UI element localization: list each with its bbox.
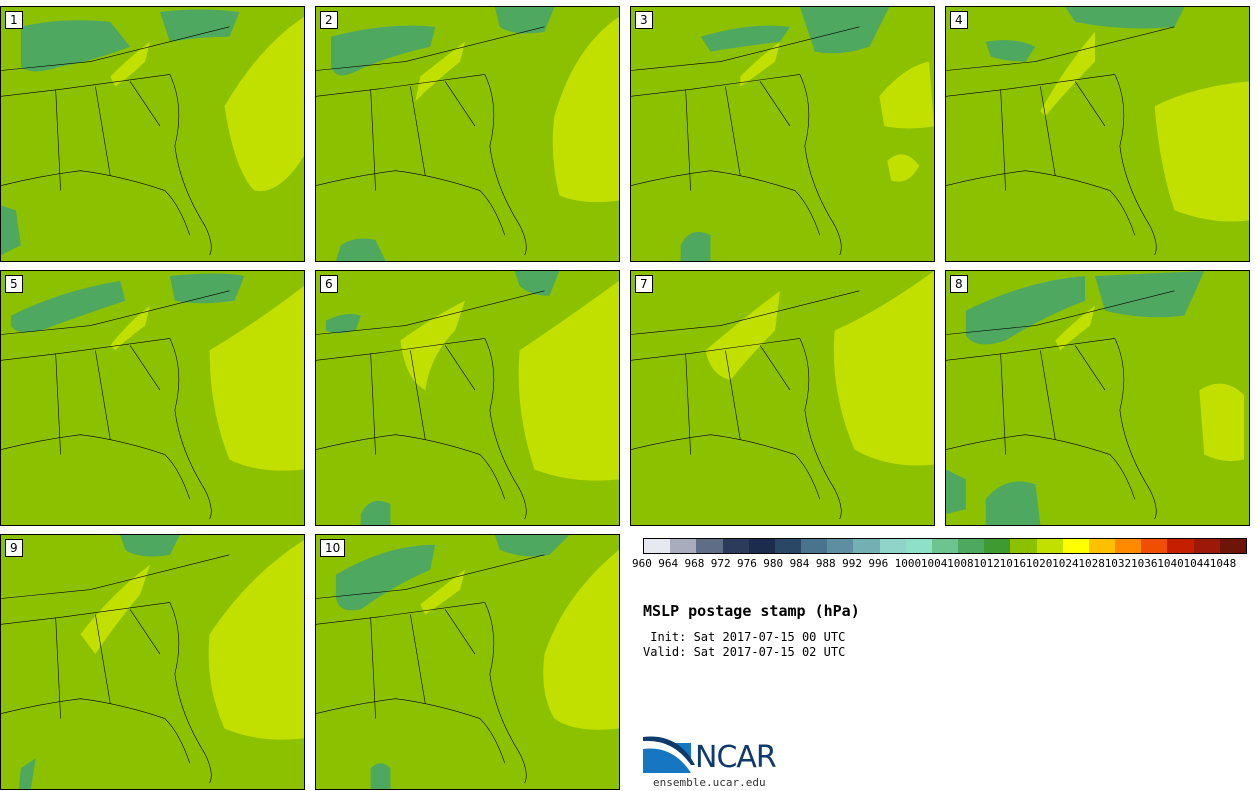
member-panel-4: 4 bbox=[945, 6, 1250, 262]
colorbar-tick-label: 972 bbox=[710, 557, 731, 570]
member-label: 5 bbox=[5, 275, 23, 293]
colorbar-tick-label: 976 bbox=[737, 557, 757, 570]
colorbar bbox=[643, 538, 1247, 554]
member-label: 7 bbox=[635, 275, 653, 293]
member-map bbox=[946, 271, 1245, 525]
member-label: 6 bbox=[320, 275, 338, 293]
colorbar-swatch bbox=[748, 539, 775, 553]
colorbar-swatch bbox=[1036, 539, 1063, 553]
colorbar-tick-label: 1048 bbox=[1209, 557, 1237, 570]
colorbar-tick-label: 964 bbox=[658, 557, 679, 570]
colorbar-swatch bbox=[1010, 539, 1037, 553]
member-map bbox=[631, 271, 934, 520]
member-label: 9 bbox=[5, 539, 23, 557]
member-label: 2 bbox=[320, 11, 338, 29]
colorbar-swatch bbox=[644, 539, 671, 553]
colorbar-tick-label: 1028 bbox=[1078, 557, 1105, 570]
member-panel-8: 8 bbox=[945, 270, 1250, 526]
member-panel-10: 10 bbox=[315, 534, 620, 790]
colorbar-swatch bbox=[1167, 539, 1194, 553]
colorbar-tick-label: 1036 bbox=[1130, 557, 1158, 570]
member-panel-5: 5 bbox=[0, 270, 305, 526]
colorbar-swatch bbox=[1219, 539, 1246, 553]
colorbar-swatch bbox=[774, 539, 802, 553]
colorbar-tick-label: 1016 bbox=[999, 557, 1027, 570]
member-label: 3 bbox=[635, 11, 653, 29]
colorbar-tick-label: 1040 bbox=[1157, 557, 1184, 570]
colorbar-tick-label: 1032 bbox=[1104, 557, 1132, 570]
colorbar-swatch bbox=[853, 539, 880, 553]
member-map bbox=[631, 7, 934, 261]
colorbar-swatch bbox=[670, 539, 697, 553]
colorbar-swatch bbox=[696, 539, 723, 553]
colorbar-tick-label: 984 bbox=[789, 557, 810, 570]
colorbar-swatch bbox=[801, 539, 828, 553]
ensemble-url: ensemble.ucar.edu bbox=[653, 776, 766, 789]
colorbar-swatch bbox=[931, 539, 959, 553]
member-panel-6: 6 bbox=[315, 270, 620, 526]
colorbar-swatch bbox=[827, 539, 854, 553]
colorbar-swatch bbox=[1141, 539, 1168, 553]
member-map bbox=[1, 9, 304, 256]
member-label: 8 bbox=[950, 275, 968, 293]
member-map bbox=[1, 535, 304, 789]
colorbar-tick-label: 992 bbox=[842, 557, 862, 570]
colorbar-tick-label: 988 bbox=[815, 557, 836, 570]
colorbar-ticks: 960 964 968 972 976 980 984 988 992 996 1000 1004 10… bbox=[632, 557, 1260, 571]
member-label: 1 bbox=[5, 11, 23, 29]
colorbar-tick-label: 1024 bbox=[1052, 557, 1079, 570]
colorbar-tick-label: 996 bbox=[868, 557, 889, 570]
logo-text: NCAR bbox=[695, 740, 777, 775]
colorbar-swatch bbox=[1193, 539, 1220, 553]
member-panel-7: 7 bbox=[630, 270, 935, 526]
colorbar-swatch bbox=[1062, 539, 1089, 553]
member-map bbox=[946, 7, 1249, 256]
member-panel-9: 9 bbox=[0, 534, 305, 790]
member-label: 4 bbox=[950, 11, 968, 29]
colorbar-tick-label: 1044 bbox=[1183, 557, 1210, 570]
map-title: MSLP postage stamp (hPa) bbox=[643, 602, 860, 620]
member-map bbox=[316, 535, 619, 789]
colorbar-tick-label: 1012 bbox=[973, 557, 1000, 570]
colorbar-tick-label: 960 bbox=[632, 557, 652, 570]
member-map bbox=[1, 273, 304, 520]
member-panel-1: 1 bbox=[0, 6, 305, 262]
colorbar-tick-label: 1008 bbox=[947, 557, 974, 570]
colorbar-swatch bbox=[958, 539, 985, 553]
colorbar-tick-label: 980 bbox=[763, 557, 784, 570]
colorbar-swatch bbox=[1088, 539, 1116, 553]
member-label: 10 bbox=[320, 539, 346, 557]
colorbar-swatch bbox=[722, 539, 749, 553]
colorbar-tick-label: 1000 bbox=[894, 557, 922, 570]
member-panel-2: 2 bbox=[315, 6, 620, 262]
member-map bbox=[316, 7, 619, 261]
ncar-logo-icon bbox=[643, 736, 695, 773]
colorbar-tick-label: 1004 bbox=[920, 557, 948, 570]
colorbar-swatch bbox=[879, 539, 906, 553]
colorbar-tick-label: 1020 bbox=[1025, 557, 1053, 570]
init-time: Init: Sat 2017-07-15 00 UTC bbox=[643, 630, 846, 644]
colorbar-tick-label: 968 bbox=[684, 557, 705, 570]
colorbar-swatch bbox=[1115, 539, 1142, 553]
colorbar-swatch bbox=[984, 539, 1011, 553]
member-map bbox=[316, 271, 619, 525]
colorbar-swatch bbox=[905, 539, 932, 553]
valid-time: Valid: Sat 2017-07-15 02 UTC bbox=[643, 645, 846, 659]
member-panel-3: 3 bbox=[630, 6, 935, 262]
